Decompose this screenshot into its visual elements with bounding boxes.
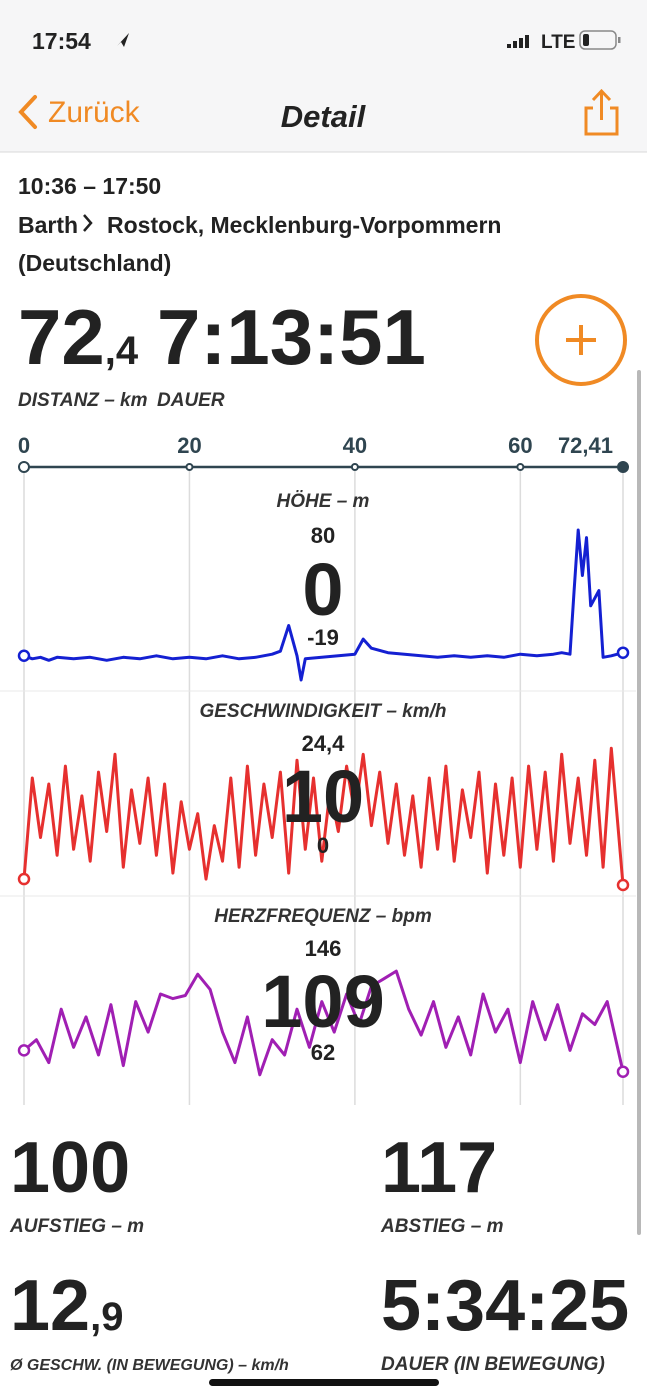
chart-title: HERZFREQUENZ – bpm: [214, 906, 432, 927]
avg-speed-label: Ø GESCHW. (IN BEWEGUNG) – km/h: [10, 1357, 289, 1374]
distance-dec: ,4: [105, 329, 139, 373]
y-range-label: 62: [311, 1040, 335, 1065]
distance-tick-label: 0: [18, 433, 30, 458]
distance-int: 72: [18, 293, 105, 381]
distance-tick-label: 60: [508, 433, 532, 458]
location-icon: [117, 33, 129, 47]
trip-to: Rostock, Mecklenburg-Vorpommern: [107, 212, 501, 238]
endpoint-marker: [616, 878, 630, 892]
y-range-label: 0: [317, 833, 329, 858]
battery-icon: [579, 30, 621, 50]
endpoint-marker: [17, 1044, 31, 1057]
share-button[interactable]: [584, 88, 619, 136]
descent-value: 117: [381, 1128, 497, 1208]
moving-time-label: DAUER (IN BEWEGUNG): [381, 1354, 605, 1375]
ascent-value: 100: [10, 1128, 130, 1208]
avg-speed-dec: ,9: [90, 1295, 123, 1339]
y-range-label: 146: [305, 936, 342, 961]
y-range-label: 80: [311, 523, 335, 548]
current-value: 0: [302, 548, 343, 631]
header-background: [0, 0, 647, 152]
add-button[interactable]: [535, 294, 627, 386]
avg-speed-value: 12,9: [10, 1266, 123, 1346]
data-line: [22, 746, 625, 886]
scrollbar: [637, 370, 641, 1235]
data-line: [23, 969, 625, 1077]
distance-value: 72,4: [18, 293, 139, 381]
duration-value: 7:13:51: [157, 293, 426, 381]
distance-tick: [185, 463, 194, 471]
endpoint-marker: [616, 1065, 630, 1078]
endpoint-marker: [616, 646, 630, 659]
back-label[interactable]: Zurück: [48, 96, 141, 129]
status-time: 17:54: [32, 28, 91, 54]
home-indicator: [209, 1379, 439, 1386]
trip-from: Barth: [18, 212, 78, 238]
trip-time: 10:36 – 17:50: [18, 173, 161, 199]
data-line: [23, 528, 624, 682]
ascent-label: AUFSTIEG – m: [9, 1216, 144, 1237]
avg-speed-int: 12: [10, 1266, 90, 1346]
distance-tick-label: 40: [343, 433, 367, 458]
endpoint-marker: [17, 872, 31, 886]
current-value: 10: [282, 755, 364, 838]
descent-label: ABSTIEG – m: [380, 1216, 504, 1237]
network-type: LTE: [541, 32, 575, 53]
distance-tick: [350, 463, 359, 471]
distance-tick: [516, 463, 525, 471]
distance-tick: [18, 461, 30, 473]
y-range-label: 24,4: [302, 731, 346, 756]
trip-to-country: (Deutschland): [18, 250, 171, 276]
y-range-label: -19: [307, 625, 339, 650]
moving-time-value: 5:34:25: [381, 1266, 629, 1346]
endpoint-marker: [17, 649, 31, 663]
back-button[interactable]: Zurück: [18, 95, 141, 129]
nav-title: Detail: [281, 99, 367, 134]
chart-title: GESCHWINDIGKEIT – km/h: [199, 701, 446, 722]
current-value: 109: [261, 960, 384, 1043]
chart-title: HÖHE – m: [277, 491, 370, 512]
distance-tick-label: 20: [177, 433, 201, 458]
signal-icon: [507, 35, 529, 48]
duration-label: DAUER: [157, 390, 225, 411]
distance-tick-label: 72,41: [558, 433, 613, 458]
distance-tick: [617, 461, 629, 473]
route-arrow: [83, 214, 93, 232]
distance-label: DISTANZ – km: [18, 390, 148, 411]
